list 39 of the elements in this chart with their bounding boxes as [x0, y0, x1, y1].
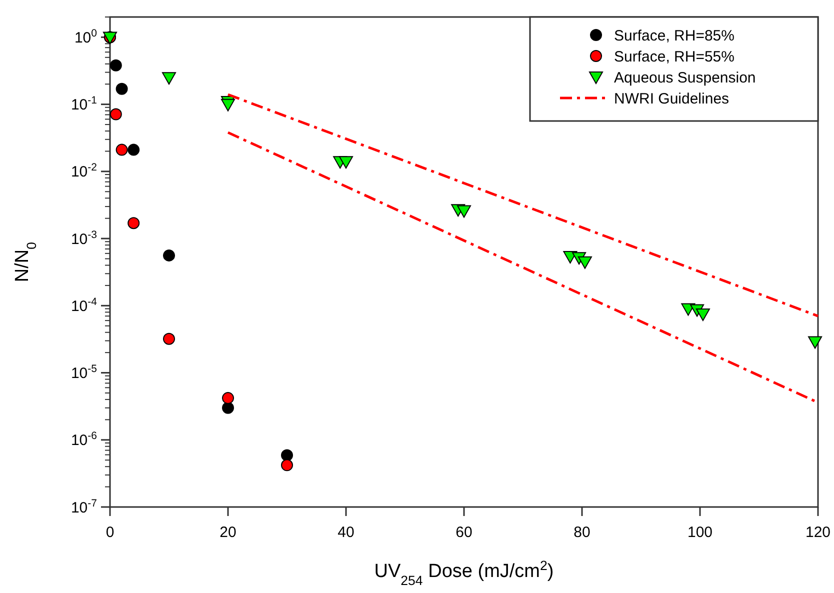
y-tick-label: 10$^{-6}$ [70, 430, 98, 450]
point [222, 392, 234, 404]
point [578, 256, 592, 269]
legend-label: Surface, RH=85% [614, 27, 734, 44]
point [808, 336, 822, 349]
legend-label: Surface, RH=55% [614, 48, 734, 66]
point [163, 332, 175, 345]
x-axis-title: UV$_{254}$ Dose (mJ/cm$^{2}$) [374, 558, 554, 588]
y-tick-label: 10$^{0}$ [74, 27, 98, 46]
x-tick-label: 120 [805, 524, 831, 541]
point [281, 449, 293, 462]
point [222, 402, 234, 414]
point [281, 459, 293, 472]
point [696, 308, 710, 322]
legend-label: NWRI Guidelines [614, 90, 730, 108]
point [163, 249, 175, 262]
y-tick-label: 10$^{-5}$ [70, 363, 98, 382]
point [116, 144, 128, 156]
y-tick-label: 10$^{-1}$ [70, 94, 98, 114]
x-tick-label: 0 [106, 524, 114, 541]
legend-label: Aqueous Suspension [614, 69, 756, 86]
point [339, 156, 353, 169]
x-tick-label: 100 [687, 524, 713, 541]
y-tick-label: 10$^{-7}$ [70, 497, 98, 516]
point [128, 144, 140, 156]
point [110, 108, 122, 120]
x-tick-label: 60 [456, 524, 472, 541]
x-tick-label: 40 [338, 524, 354, 541]
point [457, 205, 471, 218]
x-tick-label: 20 [220, 524, 236, 541]
point [221, 98, 235, 112]
y-tick-label: 10$^{-2}$ [70, 162, 98, 181]
y-tick-label: 10$^{-4}$ [70, 296, 98, 315]
point [128, 217, 140, 230]
point [116, 82, 128, 95]
y-tick-label: 10$^{-3}$ [70, 228, 98, 248]
x-tick-label: 80 [574, 524, 590, 541]
point [162, 72, 176, 85]
point [110, 59, 122, 72]
